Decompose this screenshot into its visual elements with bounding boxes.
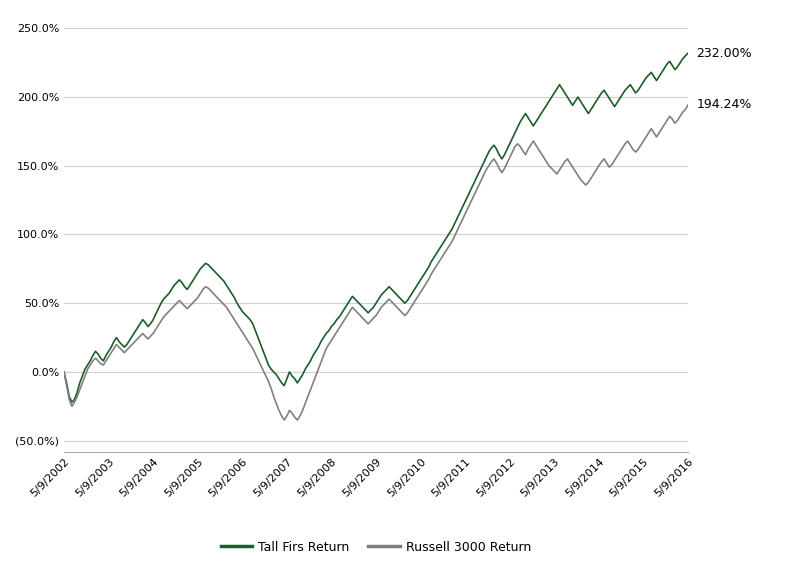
Tall Firs Return (683, 50, 693, 57)
Tall Firs Return (618, 91, 627, 98)
Tall Firs Return (193, 269, 202, 276)
Russell 3000 Return (618, 144, 627, 151)
Line: Tall Firs Return: Tall Firs Return (64, 53, 688, 402)
Russell 3000 Return (539, 154, 549, 161)
Line: Russell 3000 Return: Russell 3000 Return (64, 105, 688, 420)
Russell 3000 Return (279, 416, 289, 423)
Tall Firs Return (164, 290, 174, 297)
Legend: Tall Firs Return, Russell 3000 Return: Tall Firs Return, Russell 3000 Return (216, 536, 536, 559)
Tall Firs Return (143, 323, 153, 330)
Tall Firs Return (59, 368, 69, 375)
Russell 3000 Return (190, 297, 200, 304)
Text: 232.00%: 232.00% (696, 46, 752, 60)
Russell 3000 Return (162, 311, 171, 318)
Russell 3000 Return (342, 312, 352, 319)
Russell 3000 Return (59, 368, 69, 375)
Text: 194.24%: 194.24% (696, 98, 752, 112)
Russell 3000 Return (141, 333, 150, 340)
Tall Firs Return (342, 301, 352, 308)
Tall Firs Return (539, 106, 549, 113)
Tall Firs Return (67, 399, 77, 406)
Russell 3000 Return (683, 101, 693, 108)
